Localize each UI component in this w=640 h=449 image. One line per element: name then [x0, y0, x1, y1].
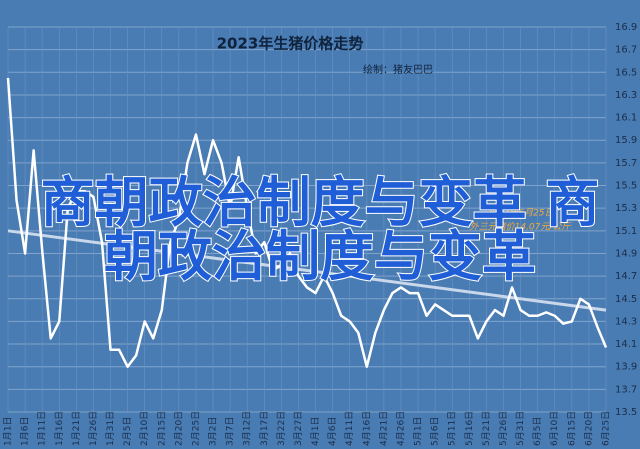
y-tick-label: 13.9	[615, 362, 637, 373]
x-tick-label: 6月15日	[566, 411, 577, 446]
x-tick-label: 6月5日	[532, 417, 543, 446]
x-tick-label: 1月21日	[71, 411, 82, 446]
x-tick-label: 4月16日	[361, 411, 372, 446]
chart-title: 2023年生猪价格走势	[217, 35, 364, 53]
x-tick-label: 5月31日	[515, 411, 526, 446]
x-tick-label: 4月11日	[344, 411, 355, 446]
x-tick-label: 2月10日	[139, 411, 150, 446]
x-tick-label: 1月16日	[54, 411, 65, 446]
y-tick-label: 16.1	[615, 113, 637, 124]
x-tick-label: 1月1日	[3, 417, 14, 446]
x-tick-label: 4月1日	[310, 417, 321, 446]
y-tick-label: 14.3	[615, 316, 637, 327]
x-tick-label: 2月15日	[156, 411, 167, 446]
y-tick-label: 15.9	[615, 135, 637, 146]
plot: 13.5 13.7 13.9 14.1 14.3 14.5 14.7 14.9 15.1 15.3…	[3, 22, 638, 446]
y-tick-label: 14.5	[615, 294, 637, 305]
x-tick-label: 2月5日	[122, 417, 133, 446]
y-tick-label: 13.5	[615, 407, 637, 418]
x-tick-label: 1月26日	[88, 411, 99, 446]
x-tick-label: 1月6日	[20, 417, 31, 446]
x-tick-label: 3月27日	[293, 411, 304, 446]
x-tick-label: 5月21日	[481, 411, 492, 446]
y-tick-label: 16.9	[615, 22, 637, 33]
watermark-text: 商朝政治制度与变革 商朝政治制度与变革	[40, 171, 601, 288]
x-tick-label: 5月26日	[498, 411, 509, 446]
x-tick-label: 6月10日	[549, 411, 560, 446]
y-tick-label: 15.1	[615, 226, 637, 237]
annotation: 2023年6月25日	[486, 208, 554, 219]
x-tick-label: 4月6日	[327, 417, 338, 446]
y-tick-label: 16.7	[615, 45, 637, 56]
x-tick-label: 3月22日	[276, 411, 287, 446]
x-tick-label: 2月25日	[190, 411, 201, 446]
x-tick-label: 5月11日	[447, 411, 458, 446]
x-tick-label: 5月16日	[464, 411, 475, 446]
y-tick-label: 14.7	[615, 271, 637, 282]
y-tick-label: 16.5	[615, 67, 637, 78]
x-tick-label: 6月20日	[583, 411, 594, 446]
x-tick-label: 6月25日	[601, 411, 612, 446]
x-tick-label: 1月11日	[37, 411, 48, 446]
x-tick-label: 1月31日	[105, 411, 116, 446]
price-line	[6, 77, 608, 368]
x-tick-label: 5月6日	[430, 417, 441, 446]
x-tick-label: 3月7日	[225, 417, 236, 446]
y-tick-label: 15.3	[615, 203, 637, 214]
chart-subtitle: 绘制：猪友巴巴	[363, 63, 433, 76]
x-tick-label: 2月20日	[173, 411, 184, 446]
y-tick-label: 16.3	[615, 90, 637, 101]
y-tick-label: 15.7	[615, 158, 637, 169]
x-tick-label: 4月26日	[395, 411, 406, 446]
y-tick-label: 14.9	[615, 248, 637, 259]
x-tick-label: 4月21日	[378, 411, 389, 446]
y-tick-label: 14.1	[615, 339, 637, 350]
x-tick-label: 3月17日	[259, 411, 270, 446]
y-tick-label: 15.5	[615, 181, 637, 192]
x-tick-label: 5月1日	[413, 417, 424, 446]
x-tick-label: 3月2日	[208, 417, 219, 446]
y-tick-label: 13.7	[615, 384, 637, 395]
annotation: 外三元猪价14.07元/公斤	[470, 222, 572, 233]
x-tick-label: 3月12日	[242, 411, 253, 446]
trend-line	[7, 229, 607, 312]
